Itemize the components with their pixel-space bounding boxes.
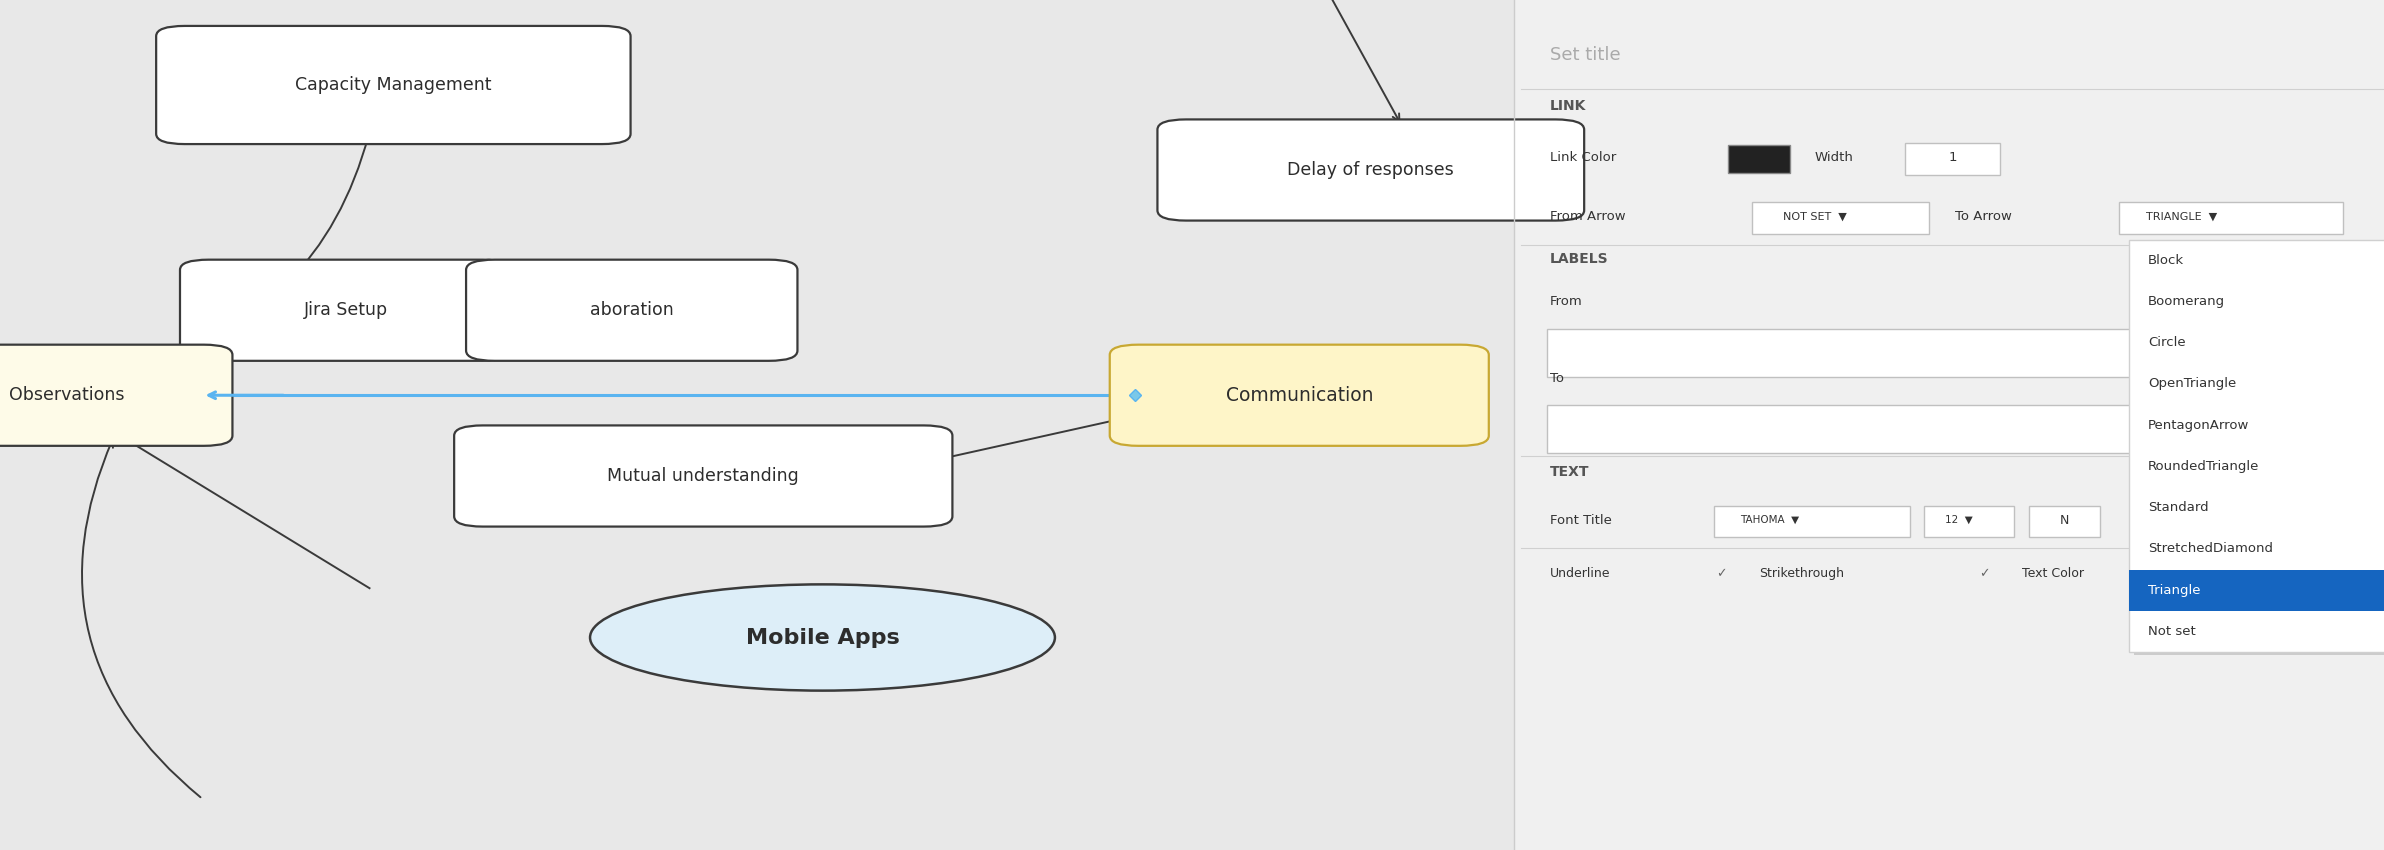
FancyBboxPatch shape [453,426,951,526]
Ellipse shape [589,585,1054,690]
FancyBboxPatch shape [1514,0,2384,850]
Text: ✓: ✓ [1716,567,1726,581]
Text: Font Title: Font Title [1550,513,1612,527]
FancyBboxPatch shape [181,260,513,360]
Text: TEXT: TEXT [1550,465,1590,479]
FancyBboxPatch shape [2129,240,2384,652]
FancyBboxPatch shape [1728,144,1790,173]
FancyBboxPatch shape [2119,202,2343,234]
Text: LINK: LINK [1550,99,1585,113]
Text: Strikethrough: Strikethrough [1759,567,1845,581]
Text: OpenTriangle: OpenTriangle [2148,377,2236,390]
FancyBboxPatch shape [1547,329,2382,377]
Text: 1: 1 [1948,150,1957,164]
FancyBboxPatch shape [2210,561,2272,590]
Text: To Arrow: To Arrow [1955,210,2012,224]
FancyBboxPatch shape [1905,143,2000,175]
FancyBboxPatch shape [2129,570,2384,610]
Text: Communication: Communication [1225,386,1373,405]
Text: Mobile Apps: Mobile Apps [746,627,899,648]
Text: Circle: Circle [2148,337,2186,349]
Text: Standard: Standard [2148,502,2208,514]
FancyBboxPatch shape [0,345,234,445]
FancyBboxPatch shape [1714,506,1910,537]
FancyBboxPatch shape [1924,506,2014,537]
Text: 12  ▼: 12 ▼ [1945,515,1974,525]
Text: aboration: aboration [589,301,675,320]
FancyBboxPatch shape [2134,242,2384,654]
Text: Set title: Set title [1550,46,1621,65]
Text: Underline: Underline [1550,567,1609,581]
Text: Triangle: Triangle [2148,584,2200,597]
Text: Capacity Management: Capacity Management [296,76,491,94]
Text: From Arrow: From Arrow [1550,210,1626,224]
FancyBboxPatch shape [1752,202,1929,234]
Text: N: N [2060,513,2069,527]
FancyBboxPatch shape [467,260,796,360]
Text: Block: Block [2148,254,2184,267]
Text: To: To [1550,371,1564,385]
FancyBboxPatch shape [1547,405,2382,454]
FancyBboxPatch shape [1109,345,1488,445]
Text: Jira Setup: Jira Setup [303,301,389,320]
Text: From: From [1550,295,1583,309]
Text: NOT SET  ▼: NOT SET ▼ [1783,212,1848,222]
Text: Not set: Not set [2148,625,2196,638]
Text: StretchedDiamond: StretchedDiamond [2148,542,2272,555]
Text: Text Color: Text Color [2022,567,2084,581]
Text: Width: Width [1814,150,1852,164]
Text: TRIANGLE  ▼: TRIANGLE ▼ [2146,212,2217,222]
Text: Observations: Observations [10,386,124,405]
Text: LABELS: LABELS [1550,252,1609,266]
FancyBboxPatch shape [157,26,629,144]
Text: ✓: ✓ [1979,567,1988,581]
Text: TAHOMA  ▼: TAHOMA ▼ [1740,515,1800,525]
Text: Mutual understanding: Mutual understanding [608,467,799,485]
Text: PentagonArrow: PentagonArrow [2148,419,2250,432]
Text: RoundedTriangle: RoundedTriangle [2148,460,2260,473]
FancyBboxPatch shape [2029,506,2100,537]
FancyBboxPatch shape [1156,120,1583,220]
Text: Delay of responses: Delay of responses [1287,161,1454,179]
Text: Link Color: Link Color [1550,150,1616,164]
Text: Boomerang: Boomerang [2148,295,2224,308]
